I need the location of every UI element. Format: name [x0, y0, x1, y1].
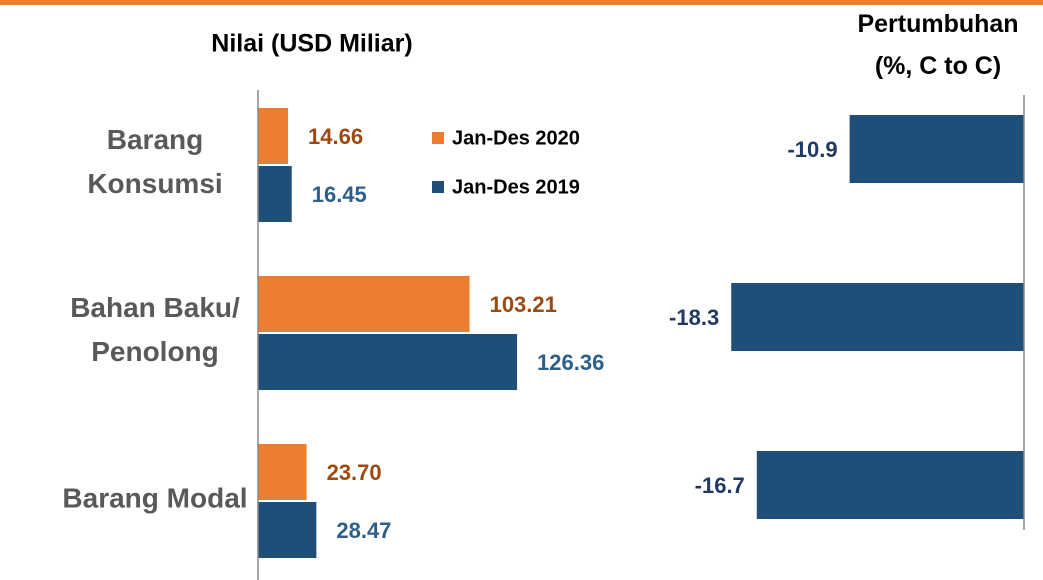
category-label: Barang Konsumsi — [87, 124, 222, 199]
bar — [258, 108, 289, 164]
bar — [849, 115, 1024, 183]
text-line: Bahan Baku/ — [70, 292, 240, 323]
value-label: -10.9 — [787, 137, 837, 162]
value-label: 16.45 — [312, 182, 367, 207]
category-label: Bahan Baku/Penolong — [70, 292, 240, 367]
text-line: Penolong — [91, 336, 219, 367]
bar — [258, 334, 518, 390]
top-strip — [0, 0, 1043, 5]
legend-swatch — [432, 181, 444, 193]
legend-swatch — [432, 132, 444, 144]
value-label: 23.70 — [327, 460, 382, 485]
text-line: Konsumsi — [87, 168, 222, 199]
bar — [258, 166, 292, 222]
value-label: -16.7 — [695, 473, 745, 498]
bar — [756, 451, 1024, 519]
bar — [731, 283, 1024, 351]
bar — [258, 502, 317, 558]
chart-title: Nilai (USD Miliar) — [211, 30, 412, 58]
bar — [258, 276, 470, 332]
value-label: 14.66 — [308, 124, 363, 149]
value-label: 103.21 — [490, 292, 557, 317]
text-line: (%, C to C) — [875, 52, 1001, 80]
chart-title: Pertumbuhan (%, C to C) — [857, 10, 1018, 80]
text-line: Pertumbuhan — [857, 10, 1018, 38]
legend-label: Jan-Des 2020 — [452, 127, 580, 149]
bar — [258, 444, 307, 500]
category-label: Barang Modal — [62, 482, 247, 513]
value-label: -18.3 — [669, 305, 719, 330]
value-label: 28.47 — [336, 518, 391, 543]
value-label: 126.36 — [537, 350, 604, 375]
legend-label: Jan-Des 2019 — [452, 176, 580, 198]
text-line: Barang — [107, 124, 203, 155]
